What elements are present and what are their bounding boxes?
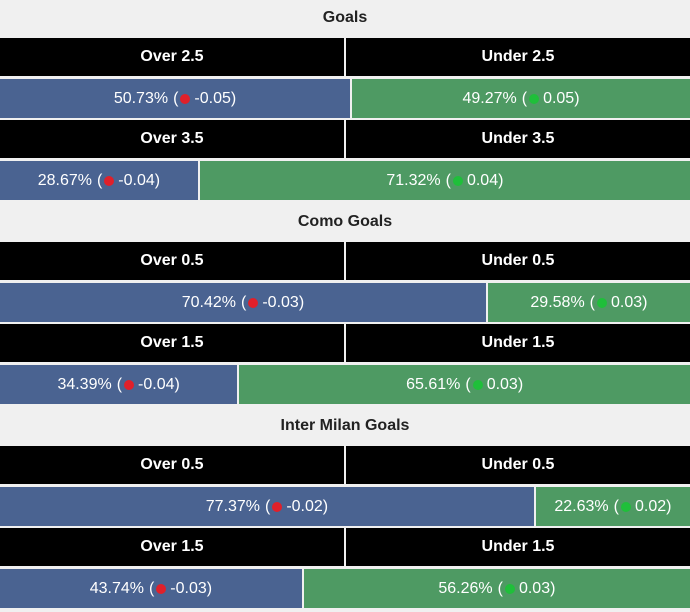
probability-label: 56.26% [438, 579, 493, 597]
probability-bar: 49.27%(0.05) [350, 79, 690, 118]
probability-label: 77.37% [205, 497, 260, 515]
change-label: 0.03 [611, 293, 643, 311]
change-label: -0.04 [118, 171, 155, 189]
outcome-header: Over 2.5 [0, 38, 344, 76]
probability-bar: 22.63%(0.02) [533, 487, 690, 526]
probability-bar: 50.73%( -0.05) [0, 79, 351, 118]
probability-label: 70.42% [181, 293, 237, 311]
change-indicator [124, 379, 135, 390]
paren: ( [173, 89, 179, 107]
outcome-header: Under 0.5 [346, 446, 690, 484]
change-indicator [156, 583, 167, 594]
probability-label: 22.63% [554, 497, 609, 515]
paren: ( [521, 89, 528, 107]
probability-bar: 56.26%(0.03) [301, 569, 690, 608]
outcome-header: Over 0.5 [0, 242, 344, 280]
probability-bar: 77.37%( -0.02) [0, 487, 534, 526]
change-indicator [272, 501, 283, 512]
change-indicator [248, 297, 259, 308]
probability-label: 43.74% [89, 579, 144, 597]
outcome-header: Over 0.5 [0, 446, 344, 484]
probability-bar: 43.74%( -0.03) [0, 569, 302, 608]
change-label: -0.04 [138, 375, 175, 393]
paren: ) [642, 293, 648, 311]
paren: ) [206, 579, 213, 597]
paren: ) [230, 89, 237, 107]
change-indicator [452, 175, 463, 186]
outcome-header: Under 3.5 [346, 120, 690, 158]
paren: ( [96, 171, 103, 189]
paren: ) [574, 89, 580, 107]
paren: ) [498, 171, 504, 189]
paren: ( [589, 293, 595, 311]
section-title: Como Goals [297, 213, 393, 230]
change-label: 0.05 [543, 89, 575, 107]
outcome-header: Over 3.5 [0, 120, 344, 158]
change-indicator [620, 501, 631, 512]
paren: ( [445, 171, 451, 189]
probability-label: 28.67% [37, 171, 92, 189]
paren: ) [550, 579, 556, 597]
change-indicator [180, 93, 191, 104]
outcome-header: Under 0.5 [346, 242, 690, 280]
outcome-header: Under 1.5 [346, 324, 690, 362]
probability-bar: 71.32%(0.04) [197, 161, 690, 200]
probability-bar: 65.61%(0.03) [237, 365, 690, 404]
paren: ( [264, 497, 271, 515]
probability-label: 29.58% [530, 293, 585, 311]
change-indicator [529, 93, 540, 104]
probability-bar: 29.58%(0.03) [485, 283, 690, 322]
change-indicator [597, 297, 607, 308]
probability-bar: 28.67%( -0.04) [0, 161, 198, 200]
change-label: 0.03 [518, 579, 551, 597]
paren: ) [154, 171, 161, 189]
probability-label: 65.61% [406, 375, 461, 393]
outcome-header: Under 2.5 [346, 38, 690, 76]
paren: ( [497, 579, 503, 597]
paren: ) [666, 497, 672, 515]
paren: ( [613, 497, 619, 515]
paren: ( [465, 375, 471, 393]
paren: ( [241, 293, 247, 311]
paren: ) [174, 375, 180, 393]
section-title: Goals [322, 9, 368, 26]
section-title: Inter Milan Goals [280, 417, 410, 434]
change-label: -0.05 [194, 89, 231, 107]
paren: ) [298, 293, 305, 311]
change-label: -0.03 [170, 579, 207, 597]
change-label: -0.02 [286, 497, 323, 515]
paren: ( [148, 579, 155, 597]
probability-bar: 34.39%( -0.04) [0, 365, 238, 404]
change-indicator [504, 583, 515, 594]
probability-label: 50.73% [113, 89, 169, 107]
probability-label: 49.27% [462, 89, 517, 107]
probability-label: 34.39% [57, 375, 112, 393]
outcome-header: Over 1.5 [0, 528, 344, 566]
probability-label: 71.32% [386, 171, 441, 189]
paren: ) [322, 497, 329, 515]
outcome-header: Under 1.5 [346, 528, 690, 566]
change-label: 0.04 [466, 171, 499, 189]
change-label: 0.02 [634, 497, 667, 515]
paren: ) [517, 375, 524, 393]
paren: ( [116, 375, 123, 393]
change-label: -0.03 [262, 293, 299, 311]
change-label: 0.03 [486, 375, 518, 393]
change-indicator [472, 379, 483, 390]
outcome-header: Over 1.5 [0, 324, 344, 362]
change-indicator [104, 175, 115, 186]
probability-bar: 70.42%( -0.03) [0, 283, 486, 322]
